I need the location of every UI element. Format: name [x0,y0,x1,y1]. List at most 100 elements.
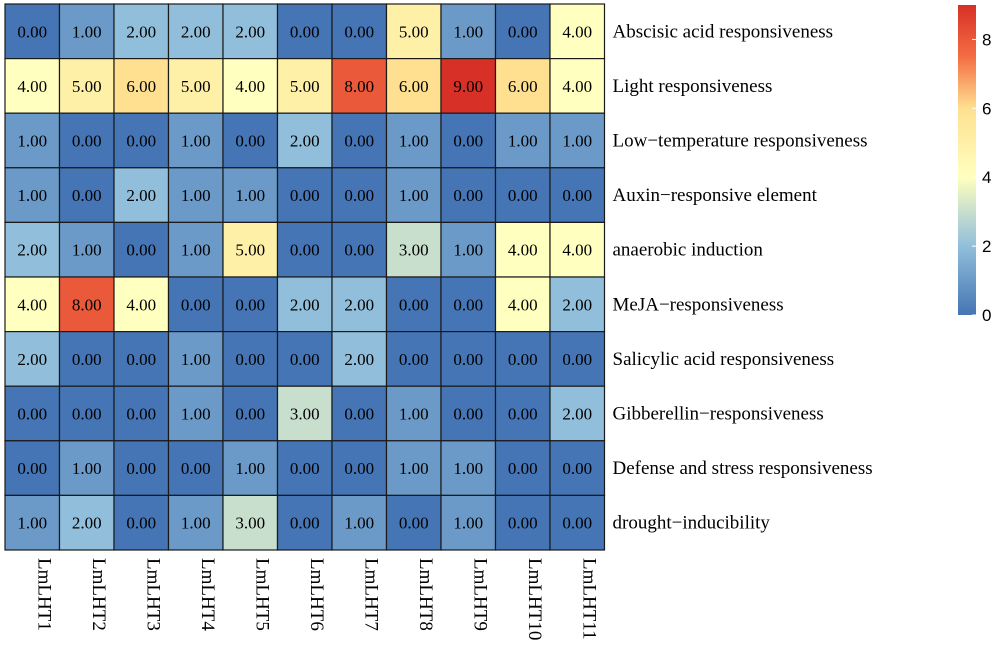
heatmap-cell [276,112,333,169]
row-label: Defense and stress responsiveness [613,458,873,479]
heatmap-cell [494,3,551,60]
cell-value-label: 0.00 [453,132,483,151]
legend-color-bar [958,5,976,315]
cell-value-label: 0.00 [508,514,538,533]
heatmap-cell [549,440,606,496]
cell-value-label: 1.00 [181,132,211,151]
heatmap-cell [4,3,61,60]
column-label: LmLHT6 [306,558,327,631]
heatmap-cell [549,3,606,60]
heatmap-cell [440,440,497,496]
cell-value-label: 1.00 [72,241,102,260]
cell-value-label: 0.00 [508,186,538,205]
cell-value-label: 1.00 [344,514,374,533]
heatmap-cell [331,385,388,442]
cell-value-label: 0.00 [72,405,102,424]
cell-value-label: 1.00 [453,22,483,41]
heatmap-cell [58,385,115,442]
heatmap-cell [167,385,224,442]
cell-value-label: 4.00 [17,295,47,314]
column-labels: LmLHT1 LmLHT2 LmLHT3 LmLHT4 LmLHT5 LmLHT6 LmLH… [33,558,599,640]
cell-value-label: 6.00 [126,77,156,96]
heatmap-cell [385,440,442,496]
cell-value-label: 0.00 [235,295,265,314]
cell-value-label: 4.00 [508,241,538,260]
heatmap-cell [440,331,497,387]
cell-value-label: 2.00 [235,22,265,41]
row-label: Abscisic acid responsiveness [613,21,834,42]
heatmap-cell [440,167,497,224]
heatmap-cell [4,112,61,169]
cell-value-label: 2.00 [17,350,47,369]
cell-value-label: 4.00 [562,241,592,260]
cell-value-label: 4.00 [17,77,47,96]
legend-tick-label: 8 [982,30,991,49]
row-label: Light responsiveness [613,76,773,97]
legend-tick-label: 4 [982,168,991,187]
legend-tick-label: 2 [982,237,991,256]
cell-value-label: 0.00 [508,350,538,369]
heatmap-cell [440,276,497,333]
heatmap-cell [276,331,333,387]
heatmap-cell [58,3,115,60]
heatmap-cell [113,440,170,496]
heatmap-cell [276,167,333,224]
heatmap-cell [440,57,497,114]
heatmap-cell [113,57,170,114]
cell-value-label: 0.00 [235,405,265,424]
cell-value-label: 0.00 [126,514,156,533]
cell-value-label: 1.00 [181,514,211,533]
cell-value-label: 0.00 [344,22,374,41]
cell-value-label: 1.00 [399,132,429,151]
cell-value-label: 2.00 [290,295,320,314]
heatmap-cell [549,112,606,169]
heatmap-cell [440,221,497,278]
cell-value-label: 2.00 [126,186,156,205]
cell-value-label: 0.00 [562,186,592,205]
heatmap-cell [58,331,115,387]
column-label: LmLHT8 [415,558,436,631]
row-label: MeJA−responsiveness [613,294,784,315]
cell-value-label: 5.00 [72,77,102,96]
cell-value-label: 0.00 [126,132,156,151]
cell-value-label: 4.00 [508,295,538,314]
heatmap-cell [385,385,442,442]
cell-value-label: 0.00 [453,295,483,314]
heatmap-cell [276,3,333,60]
heatmap-cell [58,221,115,278]
heatmap-cell [385,3,442,60]
cell-value-label: 0.00 [181,459,211,478]
cell-value-label: 3.00 [399,241,429,260]
heatmap-cell [222,494,279,551]
heatmap-cell [276,57,333,114]
cell-value-label: 0.00 [344,241,374,260]
cell-value-label: 1.00 [181,241,211,260]
heatmap-cell [167,331,224,387]
cell-value-label: 0.00 [399,295,429,314]
heatmap-cell [113,331,170,387]
heatmap-cell [222,221,279,278]
cell-value-label: 0.00 [72,132,102,151]
heatmap-cell [4,276,61,333]
row-label: anaerobic induction [613,240,764,261]
cell-value-label: 1.00 [399,405,429,424]
heatmap-cell [549,167,606,224]
cell-value-label: 0.00 [344,186,374,205]
cell-value-label: 1.00 [181,350,211,369]
cell-value-label: 0.00 [399,514,429,533]
heatmap-cell [494,167,551,224]
heatmap-cell [494,221,551,278]
cell-value-label: 9.00 [453,77,483,96]
cell-value-label: 1.00 [235,186,265,205]
cell-value-label: 0.00 [72,350,102,369]
heatmap-cell [385,331,442,387]
cell-value-label: 0.00 [344,132,374,151]
cell-value-label: 2.00 [344,350,374,369]
heatmap-cell [331,57,388,114]
heatmap-cell [549,276,606,333]
cell-value-label: 1.00 [17,186,47,205]
column-label: LmLHT7 [360,558,381,631]
cell-value-label: 1.00 [508,132,538,151]
column-label: LmLHT1 [33,558,54,631]
heatmap-cell [549,221,606,278]
